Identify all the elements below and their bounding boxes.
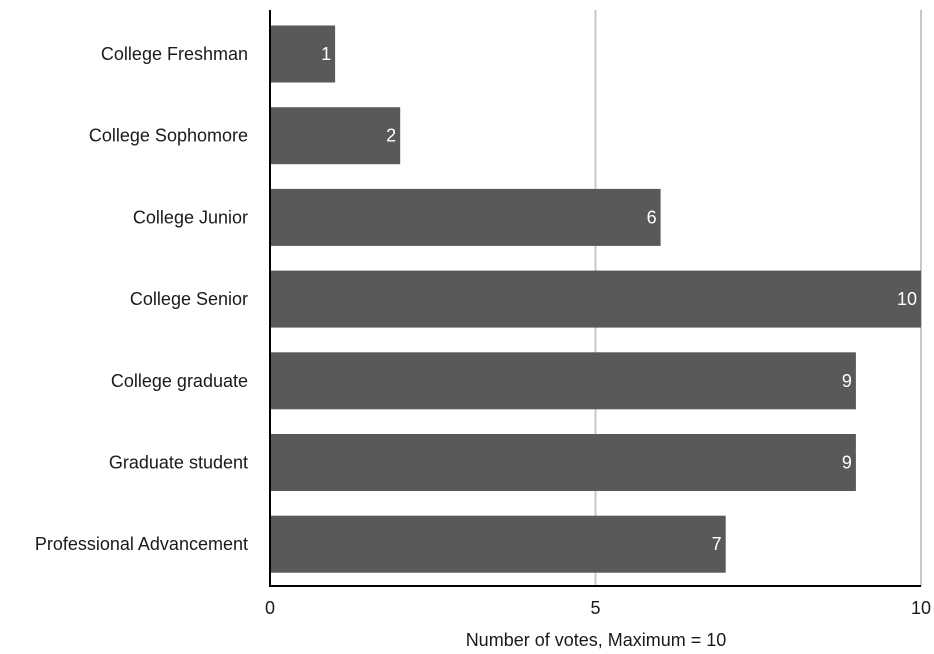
x-axis-title: Number of votes, Maximum = 10 [466,630,727,650]
axis-layer [269,10,921,587]
value-label-1: 2 [386,126,396,146]
bar-6 [270,515,726,573]
bar-3 [270,270,921,328]
category-label-1: College Sophomore [89,126,248,146]
category-label-0: College Freshman [101,44,248,64]
bar-5 [270,434,856,491]
category-label-3: College Senior [130,289,248,309]
category-label-5: Graduate student [109,453,248,473]
category-label-2: College Junior [133,207,248,227]
value-label-6: 7 [712,534,722,554]
bars-layer [270,25,921,573]
bar-1 [270,107,401,165]
bar-2 [270,188,661,246]
x-tick-label-0: 0 [265,598,275,618]
bar-0 [270,25,336,83]
value-label-5: 9 [842,453,852,473]
category-label-4: College graduate [111,371,248,391]
category-label-6: Professional Advancement [35,534,248,554]
labels-layer: 1 College Freshman 2 College Sophomore 6 Coll… [35,44,931,618]
x-tick-label-5: 5 [590,598,600,618]
value-label-3: 10 [897,289,917,309]
bar-4 [270,352,856,410]
value-label-0: 1 [321,44,331,64]
value-label-4: 9 [842,371,852,391]
x-tick-label-10: 10 [911,598,931,618]
value-label-2: 6 [647,207,657,227]
